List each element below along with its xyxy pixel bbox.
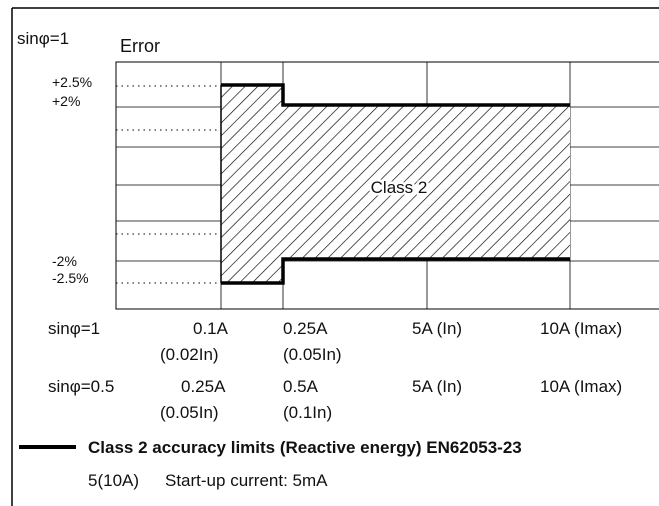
- row-pf05-current-2-sub: (0.1In): [283, 403, 332, 422]
- row-pf1-current-4: 10A (Imax): [540, 319, 622, 338]
- row-pf05-current-4: 10A (Imax): [540, 377, 622, 396]
- row-pf05-current-1: 0.25A: [181, 377, 226, 396]
- row-pf1-current-1: 0.1A: [193, 319, 229, 338]
- row-pf05-current-3: 5A (In): [412, 377, 462, 396]
- region-label-halo: Class 2: [371, 178, 428, 197]
- diagram-title: Error: [120, 36, 160, 56]
- row-pf05-label: sinφ=0.5: [48, 377, 114, 396]
- lower-limit-line: [221, 257, 570, 285]
- class-2-hatched-region: [221, 85, 570, 283]
- y-label-plus-2: +2%: [52, 93, 80, 109]
- row-pf1-label: sinφ=1: [48, 319, 100, 338]
- legend-rating: 5(10A): [88, 471, 139, 490]
- row-pf05-current-1-sub: (0.05In): [160, 403, 219, 422]
- y-label-minus-2-5: -2.5%: [52, 270, 89, 286]
- plot-area: [115, 61, 659, 310]
- row-pf1-current-2: 0.25A: [283, 319, 328, 338]
- header-pf-label: sinφ=1: [17, 29, 69, 48]
- legend-startup-current: Start-up current: 5mA: [165, 471, 328, 490]
- legend-title: Class 2 accuracy limits (Reactive energy…: [88, 438, 522, 457]
- y-label-minus-2: -2%: [52, 253, 77, 269]
- y-label-plus-2-5: +2.5%: [52, 74, 92, 90]
- row-pf05-current-2: 0.5A: [283, 377, 319, 396]
- region-label: Class 2: [371, 178, 428, 197]
- row-pf1-current-1-sub: (0.02In): [160, 345, 219, 364]
- row-pf1-current-3: 5A (In): [412, 319, 462, 338]
- upper-limit-line: [221, 83, 570, 107]
- row-pf1-current-2-sub: (0.05In): [283, 345, 342, 364]
